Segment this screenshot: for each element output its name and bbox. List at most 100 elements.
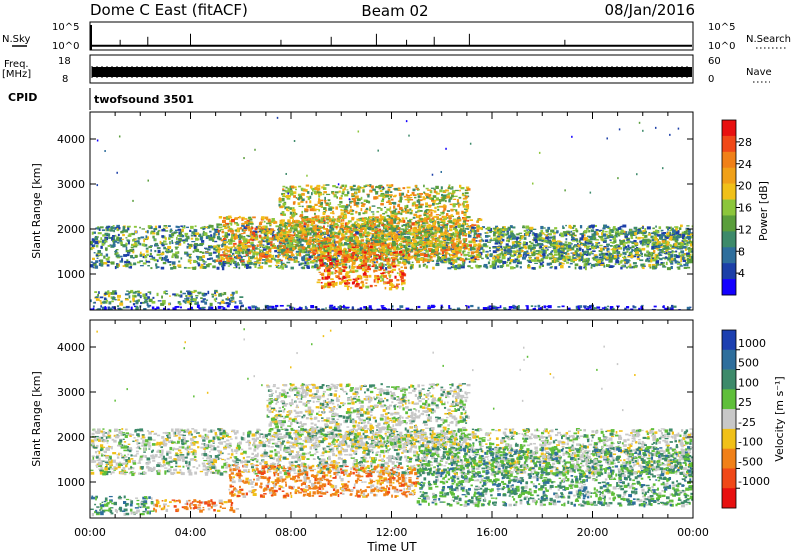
echo-cell — [303, 251, 306, 254]
echo-cell — [428, 254, 431, 258]
echo-cell — [472, 224, 477, 226]
echo-cell — [290, 253, 294, 257]
echo-cell — [391, 210, 395, 215]
echo-cell — [416, 199, 421, 203]
echo-cell — [588, 230, 591, 233]
echo-cell — [303, 218, 307, 221]
echo-cell — [348, 258, 353, 262]
echo-cell — [528, 233, 531, 237]
echo-cell — [230, 223, 233, 226]
echo-cell — [248, 227, 252, 232]
echo-cell — [476, 234, 481, 238]
echo-cell — [613, 245, 617, 248]
echo-cell — [223, 251, 226, 255]
echo-cell — [476, 226, 480, 230]
echo-cell — [332, 224, 335, 226]
echo-cell — [441, 254, 445, 257]
echo-cell — [428, 249, 433, 252]
echo-cell — [282, 189, 287, 192]
echo-cell — [341, 229, 344, 232]
echo-cell — [482, 249, 485, 253]
echo-cell — [463, 213, 467, 217]
echo-cell — [562, 231, 567, 233]
echo-cell — [339, 226, 343, 229]
echo-cell — [203, 263, 206, 265]
echo-cell — [437, 252, 441, 255]
echo-cell — [226, 257, 229, 261]
echo-cell — [266, 234, 269, 237]
echo-cell — [367, 264, 371, 267]
echo-cell — [208, 224, 212, 227]
echo-cell — [416, 215, 419, 218]
echo-cell — [606, 250, 610, 253]
echo-cell — [308, 234, 311, 236]
echo-cell — [240, 260, 245, 263]
echo-cell — [218, 249, 223, 251]
echo-cell — [350, 240, 354, 242]
echo-cell — [282, 245, 286, 247]
echo-cell — [98, 262, 101, 267]
echo-cell — [437, 223, 441, 227]
echo-cell — [447, 253, 450, 255]
echo-cell — [415, 253, 420, 256]
echo-cell — [316, 184, 321, 188]
echo-cell — [396, 242, 399, 245]
echo-cell — [423, 197, 427, 199]
echo-cell — [684, 242, 689, 246]
echo-cell — [202, 226, 205, 229]
echo-cell — [255, 252, 259, 256]
echo-cell — [407, 243, 411, 246]
echo-cell — [373, 226, 378, 229]
echo-cell — [402, 239, 406, 243]
echo-cell — [394, 215, 398, 219]
echo-cell — [282, 202, 287, 206]
echo-cell — [502, 231, 506, 233]
echo-cell — [497, 265, 500, 268]
echo-cell — [622, 244, 626, 248]
echo-cell — [148, 226, 153, 230]
echo-cell — [466, 254, 470, 256]
echo-cell — [641, 225, 645, 227]
echo-cell — [448, 184, 451, 187]
echo-cell — [278, 203, 281, 207]
echo-cell — [314, 249, 318, 252]
echo-cell — [324, 196, 326, 201]
echo-cell — [383, 218, 387, 222]
echo-cell — [251, 233, 255, 237]
echo-cell — [470, 267, 474, 269]
echo-cell — [122, 265, 126, 267]
echo-cell — [163, 246, 167, 250]
echo-cell — [564, 255, 568, 258]
echo-cell — [355, 235, 358, 238]
echo-cell — [413, 213, 418, 217]
echo-cell — [438, 218, 441, 220]
echo-cell — [381, 236, 384, 240]
echo-cell — [237, 254, 242, 258]
echo-cell — [662, 257, 666, 259]
echo-cell — [308, 241, 312, 243]
echo-cell — [312, 252, 317, 255]
echo-cell — [350, 230, 354, 234]
echo-cell — [467, 251, 470, 254]
echo-cell — [382, 216, 386, 220]
echo-cell — [677, 266, 681, 270]
echo-cell — [193, 229, 198, 233]
echo-cell — [317, 215, 320, 219]
echo-cell — [303, 247, 308, 251]
echo-cell — [348, 210, 351, 213]
echo-cell — [612, 226, 616, 228]
echo-cell — [331, 235, 334, 237]
echo-cell — [158, 229, 161, 232]
echo-cell — [370, 244, 373, 246]
echo-cell — [442, 251, 447, 253]
beam-label: Beam 02 — [361, 2, 428, 20]
echo-cell — [357, 224, 360, 228]
echo-cell — [100, 245, 103, 249]
echo-cell — [586, 252, 591, 256]
echo-cell — [538, 261, 541, 263]
echo-cell — [672, 232, 676, 236]
echo-cell — [259, 228, 264, 231]
echo-cell — [442, 205, 447, 208]
echo-cell — [568, 265, 571, 268]
echo-cell — [268, 218, 271, 221]
